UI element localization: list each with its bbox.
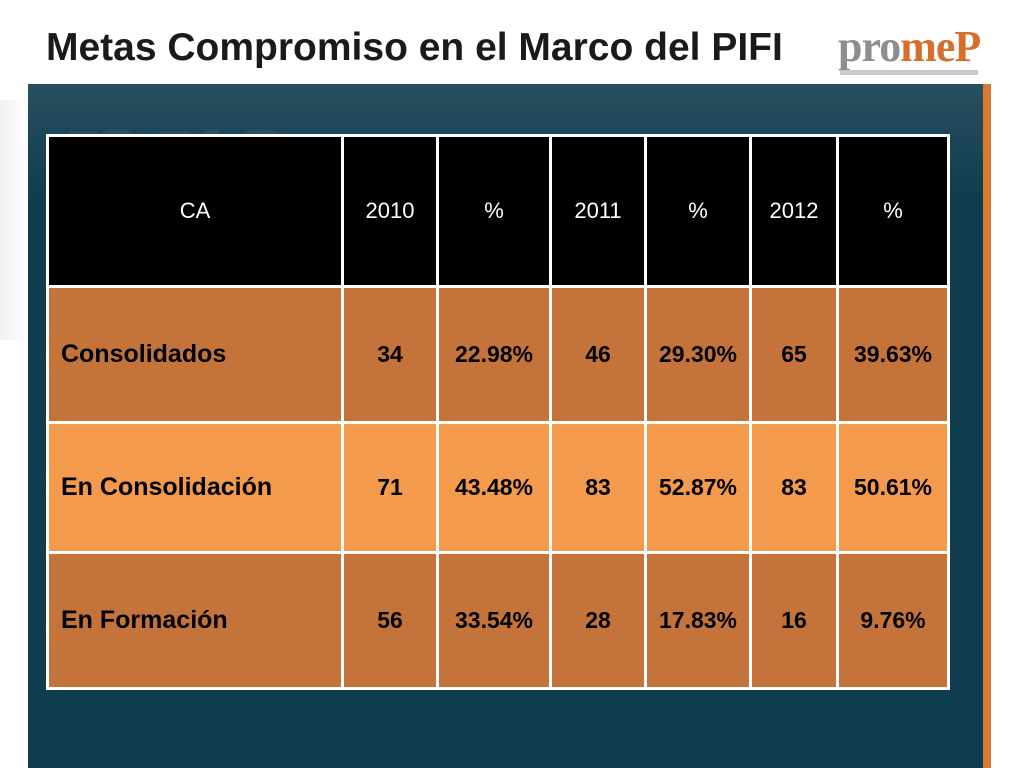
header-2011: 2011 xyxy=(552,137,644,285)
table-cell: 43.48% xyxy=(439,424,549,551)
logo-underline xyxy=(840,70,978,75)
table-cell: 28 xyxy=(552,553,644,687)
promep-logo: promeP xyxy=(838,22,988,78)
slide-title: Metas Compromiso en el Marco del PIFI xyxy=(46,26,783,69)
logo-part-p: P xyxy=(954,22,981,71)
header-2012: 2012 xyxy=(752,137,836,285)
table-cell: 83 xyxy=(752,424,836,551)
table-row: En Consolidación 71 43.48% 83 52.87% 83 … xyxy=(49,424,947,551)
row-label: En Consolidación xyxy=(49,424,341,551)
table-cell: 52.87% xyxy=(647,424,749,551)
table-cell: 83 xyxy=(552,424,644,551)
table-cell: 39.63% xyxy=(839,288,947,422)
table-cell: 65 xyxy=(752,288,836,422)
header-2010: 2010 xyxy=(344,137,436,285)
logo-text: promeP xyxy=(838,22,981,72)
logo-part-pro: pro xyxy=(838,22,901,71)
table-cell: 29.30% xyxy=(647,288,749,422)
table-cell: 56 xyxy=(344,553,436,687)
logo-part-me: me xyxy=(900,22,955,71)
table-cell: 22.98% xyxy=(439,288,549,422)
decorative-swoosh xyxy=(0,100,28,340)
accent-bar xyxy=(983,84,991,768)
table-row: Consolidados 34 22.98% 46 29.30% 65 39.6… xyxy=(49,288,947,422)
header-ca: CA xyxy=(49,137,341,285)
table-cell: 33.54% xyxy=(439,553,549,687)
table-header-row: CA 2010 % 2011 % 2012 % xyxy=(49,137,947,285)
table-cell: 50.61% xyxy=(839,424,947,551)
header-percent-2011: % xyxy=(647,137,749,285)
row-label: Consolidados xyxy=(49,288,341,422)
row-label: En Formación xyxy=(49,553,341,687)
header-percent-2012: % xyxy=(839,137,947,285)
table-cell: 34 xyxy=(344,288,436,422)
table-cell: 71 xyxy=(344,424,436,551)
table-cell: 17.83% xyxy=(647,553,749,687)
table-cell: 9.76% xyxy=(839,553,947,687)
table-cell: 16 xyxy=(752,553,836,687)
table-cell: 46 xyxy=(552,288,644,422)
goals-table: CA 2010 % 2011 % 2012 % Consolidados 34 … xyxy=(46,134,950,690)
table-row: En Formación 56 33.54% 28 17.83% 16 9.76… xyxy=(49,553,947,687)
header-percent-2010: % xyxy=(439,137,549,285)
